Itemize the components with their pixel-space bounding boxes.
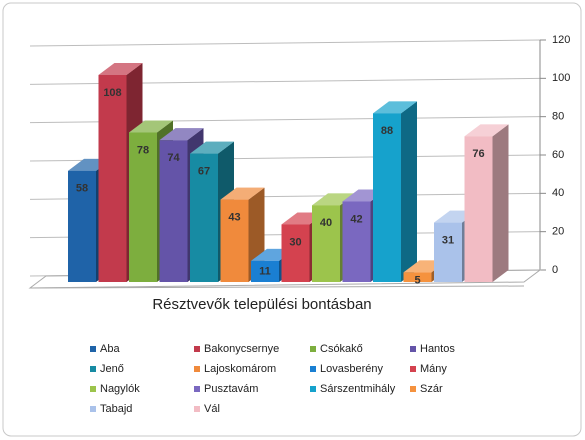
bar-front xyxy=(434,222,462,282)
value-label: 31 xyxy=(442,234,454,246)
bar-side xyxy=(492,124,509,282)
legend-label: Lovasberény xyxy=(320,363,383,375)
bar-front xyxy=(373,113,401,282)
y-tick-label: 120 xyxy=(552,34,570,46)
bar-front xyxy=(342,201,371,282)
legend-label: Mány xyxy=(420,363,447,375)
legend-label: Lajoskomárom xyxy=(204,363,276,375)
legend-label: Vál xyxy=(204,403,220,415)
floor xyxy=(28,269,542,289)
bar-top xyxy=(220,187,265,200)
bar-front xyxy=(159,140,188,282)
legend-label: Nagylók xyxy=(100,383,140,395)
legend-swatch xyxy=(90,406,96,412)
bar-front xyxy=(129,132,157,282)
legend-swatch xyxy=(410,386,416,392)
y-tick-label: 0 xyxy=(552,264,558,276)
value-label: 58 xyxy=(76,183,88,195)
bar-front xyxy=(312,205,340,282)
legend-swatch xyxy=(90,346,96,352)
bar-side xyxy=(401,101,417,282)
bar-top-shade xyxy=(373,101,417,114)
value-label: 43 xyxy=(228,211,240,223)
bar-top xyxy=(312,193,356,206)
bar-top-shade xyxy=(159,128,204,141)
value-label: 78 xyxy=(137,144,149,156)
value-label: 74 xyxy=(167,152,180,164)
bar-front xyxy=(68,170,96,282)
bar-top xyxy=(129,120,173,133)
y-tick-label: 100 xyxy=(552,72,570,84)
legend-swatch xyxy=(194,406,200,412)
value-label: 40 xyxy=(320,217,332,229)
bar-top-shade xyxy=(190,141,234,154)
grid-line xyxy=(29,39,541,47)
bar-top xyxy=(464,124,509,137)
legend-label: Aba xyxy=(100,343,120,355)
bar-top xyxy=(98,63,143,75)
bar-top-shade xyxy=(220,187,265,200)
legend-swatch xyxy=(410,366,416,372)
bar-top xyxy=(190,141,234,154)
legend-label: Bakonycsernye xyxy=(204,343,279,355)
bar-front xyxy=(190,153,218,282)
legend-label: Szár xyxy=(420,383,443,395)
legend-swatch xyxy=(90,386,96,392)
bar-front xyxy=(281,224,310,282)
legend-swatch xyxy=(410,346,416,352)
value-label: 108 xyxy=(103,87,121,99)
legend-label: Pusztavám xyxy=(204,383,258,395)
legend-swatch xyxy=(194,386,200,392)
legend-swatch xyxy=(310,366,316,372)
value-label: 11 xyxy=(259,265,271,277)
y-tick-label: 60 xyxy=(552,149,564,161)
bar xyxy=(464,124,509,282)
legend-label: Csókakő xyxy=(320,343,363,355)
bar xyxy=(373,101,417,282)
legend-swatch xyxy=(310,346,316,352)
floor-front xyxy=(29,285,525,289)
bar-front xyxy=(464,136,493,282)
value-label: 5 xyxy=(414,274,420,286)
legend-swatch xyxy=(194,346,200,352)
y-tick-label: 80 xyxy=(552,111,564,123)
legend-swatch xyxy=(90,366,96,372)
legend-label: Tabajd xyxy=(100,403,132,415)
legend-swatch xyxy=(194,366,200,372)
value-label: 88 xyxy=(381,125,393,137)
legend-label: Hantos xyxy=(420,343,455,355)
bar-top xyxy=(373,101,417,114)
bar-top-shade xyxy=(312,193,356,206)
bar-front xyxy=(98,75,127,282)
y-tick-label: 20 xyxy=(552,226,564,238)
bar-top xyxy=(159,128,204,141)
value-label: 67 xyxy=(198,165,210,177)
bar-side-shade xyxy=(492,124,509,282)
bar-front xyxy=(251,260,279,282)
bar-front xyxy=(220,199,249,282)
legend-swatch xyxy=(310,386,316,392)
bar-top-shade xyxy=(98,63,143,75)
bar-side-shade xyxy=(401,101,417,282)
value-label: 42 xyxy=(350,213,362,225)
y-tick-label: 40 xyxy=(552,187,564,199)
bar-front xyxy=(403,272,432,282)
legend-label: Jenő xyxy=(100,363,124,375)
bar-top-shade xyxy=(129,120,173,133)
value-label: 30 xyxy=(289,236,301,248)
chart-title: Résztvevők települési bontásban xyxy=(152,296,371,313)
bar-top-shade xyxy=(464,124,509,137)
legend-label: Sárszentmihály xyxy=(320,383,396,395)
value-label: 76 xyxy=(472,148,484,160)
